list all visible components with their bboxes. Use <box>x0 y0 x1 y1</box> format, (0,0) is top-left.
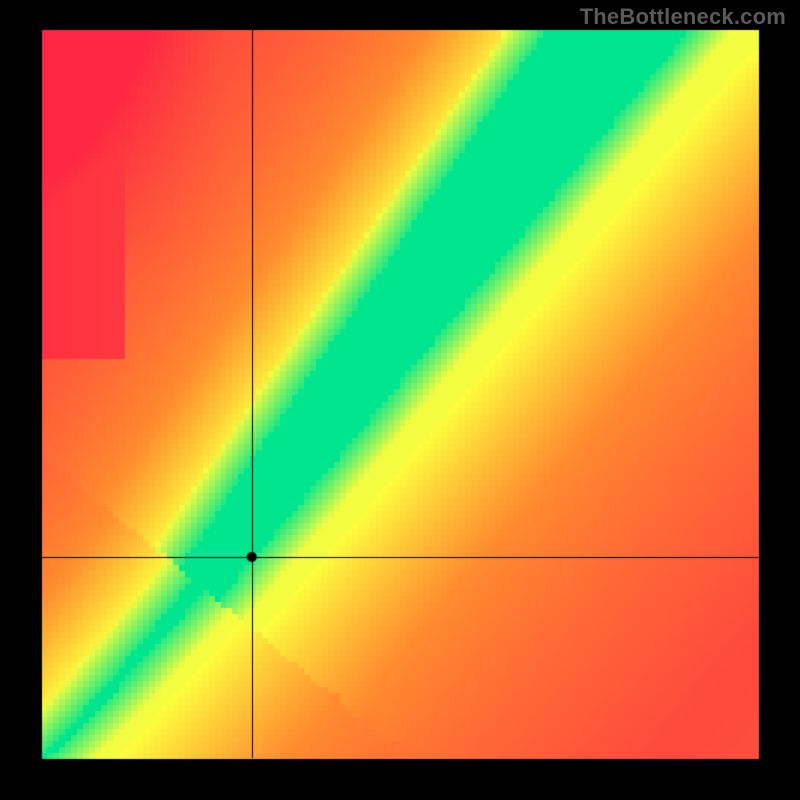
watermark-text: TheBottleneck.com <box>580 4 786 30</box>
chart-container: TheBottleneck.com <box>0 0 800 800</box>
bottleneck-heatmap <box>0 0 800 800</box>
